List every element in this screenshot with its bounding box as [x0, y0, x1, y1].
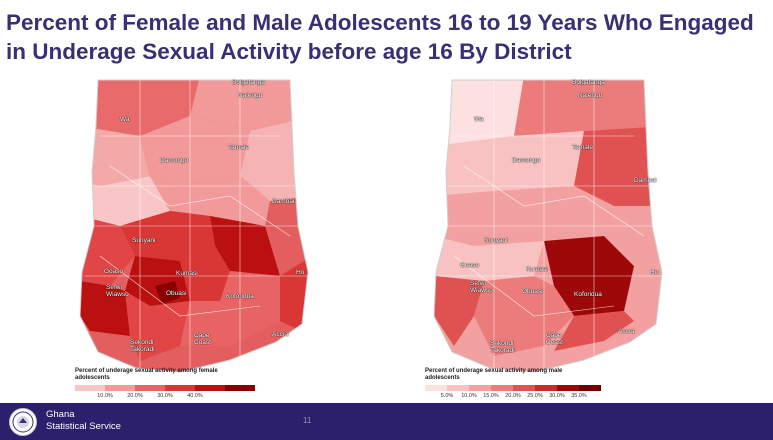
- male-map-legend: Percent of underage sexual activity amon…: [425, 368, 625, 402]
- city-label-accra: Accra: [272, 331, 289, 338]
- legend-swatch: [425, 385, 447, 391]
- footer-bar: Ghana Statistical Service 11: [0, 403, 773, 440]
- logo-emblem: [12, 411, 34, 433]
- city-label-goaso: Goaso: [460, 262, 480, 269]
- female-legend-title: Percent of underage sexual activity amon…: [75, 368, 218, 381]
- legend-tick-label: 35.0%: [571, 393, 587, 399]
- city-label-accra: Accra: [618, 328, 635, 335]
- legend-swatch: [75, 385, 105, 391]
- city-label-bolgatanga: Bolgatanga: [232, 79, 265, 86]
- male-map-graphic: [434, 79, 663, 373]
- city-label-damongo: Damongo: [512, 157, 541, 164]
- city-label-tamale: Tamale: [228, 144, 249, 151]
- page-number: 11: [303, 416, 312, 425]
- org-name-line2: Statistical Service: [46, 421, 121, 432]
- male-district-map: Bolgatanga Nalerigu Wa Tamale Damongo Da…: [434, 76, 666, 376]
- city-label-tamale: Tamale: [572, 144, 593, 151]
- city-label-sekondi-takoradi: Sekondi Takoradi: [490, 340, 515, 354]
- ghana-statistical-service-logo-icon: [9, 408, 37, 436]
- city-label-sunyani: Sunyani: [132, 237, 156, 244]
- city-label-sunyani: Sunyani: [484, 237, 508, 244]
- city-label-ho: Ho: [650, 269, 659, 276]
- slide-title: Percent of Female and Male Adolescents 1…: [6, 10, 754, 64]
- legend-swatch: [225, 385, 255, 391]
- city-label-damongo: Damongo: [160, 157, 189, 164]
- city-label-dambai: Dambai: [272, 198, 295, 205]
- org-name-line1: Ghana: [46, 409, 75, 420]
- legend-tick-label: 40.0%: [187, 393, 203, 399]
- male-legend-ticks: 5.0% 10.0% 15.0% 20.0% 25.0% 30.0% 35.0%: [425, 393, 625, 402]
- city-label-koforidua: Koforidua: [574, 291, 602, 298]
- legend-tick-label: 20.0%: [505, 393, 521, 399]
- female-legend-swatches: [75, 385, 275, 391]
- city-label-kumasi: Kumasi: [176, 270, 198, 277]
- legend-tick-label: 30.0%: [157, 393, 173, 399]
- city-label-wa: Wa: [474, 116, 484, 123]
- legend-swatch: [447, 385, 469, 391]
- city-label-bolgatanga: Bolgatanga: [572, 79, 605, 86]
- female-map-graphic: [80, 79, 309, 373]
- legend-tick-label: 20.0%: [127, 393, 143, 399]
- city-label-wa: Wa: [120, 116, 130, 123]
- legend-swatch: [491, 385, 513, 391]
- legend-tick-label: 10.0%: [97, 393, 113, 399]
- legend-swatch: [579, 385, 601, 391]
- city-label-kumasi: Kumasi: [526, 266, 548, 273]
- legend-swatch: [513, 385, 535, 391]
- organization-name: Ghana Statistical Service: [46, 409, 121, 433]
- female-map-legend: Percent of underage sexual activity amon…: [75, 368, 275, 402]
- city-label-obuasi: Obuasi: [166, 290, 187, 297]
- city-label-sefwi-wiawso: Sefwi Wiawso: [106, 284, 129, 298]
- city-label-sekondi-takoradi: Sekondi Takoradi: [130, 339, 155, 353]
- female-legend-ticks: 10.0% 20.0% 30.0% 40.0%: [75, 393, 275, 402]
- legend-swatch: [165, 385, 195, 391]
- city-label-cape-coast: Cape Coast: [194, 332, 211, 346]
- city-label-goaso: Goaso: [104, 268, 124, 275]
- legend-tick-label: 30.0%: [549, 393, 565, 399]
- male-legend-swatches: [425, 385, 625, 391]
- legend-tick-label: 5.0%: [440, 393, 454, 399]
- city-label-ho: Ho: [296, 269, 305, 276]
- city-label-sefwi-wiawso: Sefwi Wiawso: [470, 280, 493, 294]
- legend-swatch: [105, 385, 135, 391]
- legend-tick-label: 25.0%: [527, 393, 543, 399]
- city-label-nalerigu: Nalerigu: [578, 92, 603, 99]
- legend-swatch: [535, 385, 557, 391]
- city-label-dambai: Dambai: [634, 177, 657, 184]
- legend-tick-label: 15.0%: [483, 393, 499, 399]
- city-label-cape-coast: Cape Coast: [546, 332, 563, 346]
- legend-swatch: [135, 385, 165, 391]
- legend-swatch: [469, 385, 491, 391]
- city-label-nalerigu: Nalerigu: [238, 92, 263, 99]
- female-district-map: Bolgatanga Nalerigu Wa Tamale Damongo Da…: [80, 76, 312, 376]
- legend-tick-label: 10.0%: [461, 393, 477, 399]
- city-label-koforidua: Koforidua: [226, 293, 254, 300]
- legend-swatch: [557, 385, 579, 391]
- city-label-obuasi: Obuasi: [522, 288, 543, 295]
- male-legend-title: Percent of underage sexual activity amon…: [425, 368, 563, 381]
- legend-swatch: [195, 385, 225, 391]
